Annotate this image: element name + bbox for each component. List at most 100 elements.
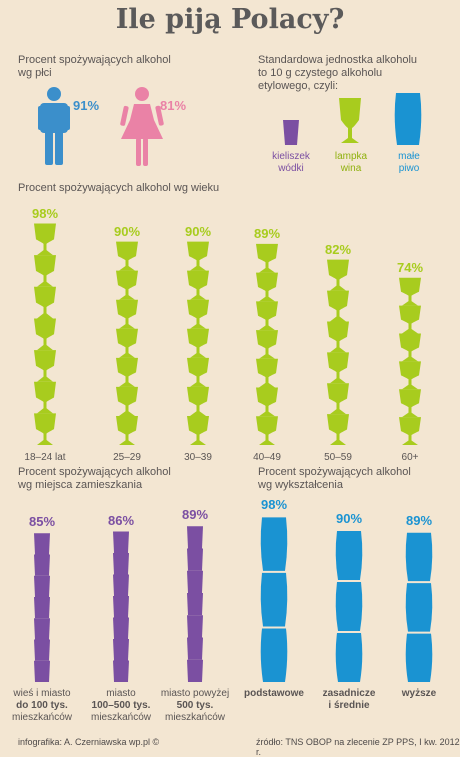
shot-glass-segment xyxy=(187,615,203,638)
page-title: Ile piją Polacy? xyxy=(115,4,345,35)
residence-category-label: mieszkańców xyxy=(11,712,73,723)
age-value-label: 89% xyxy=(253,225,281,241)
education-heading: Procent spożywających alkohol wg wykszta… xyxy=(258,466,411,492)
residence-category-label: do 100 tys. xyxy=(16,700,68,711)
chart-marks xyxy=(34,223,433,682)
shot-glass-segment xyxy=(113,639,129,661)
beer-glass-segment xyxy=(260,628,288,682)
unit-heading-line-1: Standardowa jednostka alkoholu xyxy=(258,54,418,66)
unit-label-beer-1: małe xyxy=(398,151,420,162)
unit-heading-line-2: to 10 g czystego alkoholu xyxy=(258,67,383,79)
male-percent: 91% xyxy=(73,98,100,113)
wine-glass-segment xyxy=(327,383,349,415)
beer-glass-segment xyxy=(335,531,363,580)
residence-value-label: 85% xyxy=(28,514,56,530)
male-figure-icon xyxy=(38,87,70,165)
wine-glass-segment xyxy=(187,386,209,416)
beer-glass-segment xyxy=(405,583,433,632)
shot-glass-segment xyxy=(34,597,50,619)
shot-glass-segment xyxy=(113,660,129,682)
unit-label-wine: lampka wina xyxy=(328,151,374,175)
education-value-label: 89% xyxy=(405,512,433,528)
shot-glass-segment xyxy=(34,554,50,576)
unit-label-shot-1: kieliszek xyxy=(272,151,310,162)
wine-glass-segment xyxy=(399,305,421,334)
wine-glass-segment xyxy=(116,328,138,358)
wine-glass-segment xyxy=(256,358,278,388)
beer-glass-segment xyxy=(335,633,363,682)
residence-category-label: miasto powyżej xyxy=(160,688,230,699)
residence-heading: Procent spożywających alkohol wg miejsca… xyxy=(18,466,171,492)
education-heading-line-2: wg wykształcenia xyxy=(258,479,343,491)
wine-glass-segment xyxy=(256,416,278,445)
wine-glass-icon xyxy=(339,98,361,143)
education-bar xyxy=(335,531,363,682)
wine-glass-segment xyxy=(327,290,349,322)
wine-glass-segment xyxy=(187,415,209,445)
wine-glass-segment xyxy=(34,381,56,414)
wine-glass-segment xyxy=(399,333,421,362)
shot-glass-segment xyxy=(187,659,203,682)
residence-category-label: 100–500 tys. xyxy=(91,700,151,711)
shot-glass-segment xyxy=(187,570,203,593)
age-bar xyxy=(256,243,278,445)
shot-glass-segment xyxy=(34,660,50,682)
residence-category-label: wieś i miasto xyxy=(13,688,71,699)
age-category-label: 50–59 xyxy=(324,452,352,463)
wine-glass-segment xyxy=(327,414,349,445)
wine-glass-segment xyxy=(399,389,421,418)
age-bar xyxy=(327,259,349,445)
age-category-label: 60+ xyxy=(401,452,419,463)
residence-bar xyxy=(34,533,50,682)
wine-glass-segment xyxy=(187,299,209,329)
wine-glass-segment xyxy=(116,270,138,300)
age-value-label: 74% xyxy=(396,259,424,275)
gender-heading-line-1: Procent spożywających alkohol xyxy=(18,54,171,66)
education-category-label: wyższe xyxy=(401,688,437,699)
beer-glass-segment xyxy=(405,633,433,682)
footer-credit: infografika: A. Czerniawska wp.pl © xyxy=(18,737,160,747)
wine-glass-segment xyxy=(256,301,278,331)
unit-label-wine-1: lampka xyxy=(334,151,368,162)
shot-glass-segment xyxy=(34,575,50,597)
unit-label-wine-2: wina xyxy=(340,163,362,174)
beer-glass-icon xyxy=(394,93,422,145)
education-value-label: 98% xyxy=(260,497,288,513)
shot-glass-segment xyxy=(113,553,129,575)
footer-source: źródło: TNS OBOP na zlecenie ZP PPS, I k… xyxy=(256,737,460,757)
wine-glass-segment xyxy=(34,318,56,351)
wine-glass-segment xyxy=(399,417,421,445)
wine-glass-segment xyxy=(34,350,56,382)
wine-glass-segment xyxy=(256,272,278,302)
wine-glass-segment xyxy=(327,259,349,291)
wine-glass-segment xyxy=(399,361,421,390)
unit-label-shot: kieliszek wódki xyxy=(268,151,314,175)
residence-heading-line-2: wg miejsca zamieszkania xyxy=(18,479,143,491)
age-value-label: 90% xyxy=(184,223,212,239)
shot-glass-segment xyxy=(187,526,203,549)
wine-glass-segment xyxy=(116,357,138,387)
shot-glass-segment xyxy=(113,574,129,596)
beer-glass-segment xyxy=(260,517,288,571)
age-category-label: 30–39 xyxy=(184,452,212,463)
wine-glass-segment xyxy=(399,277,421,306)
shot-glass-segment xyxy=(113,531,129,553)
residence-heading-line-1: Procent spożywających alkohol xyxy=(18,466,171,478)
gender-heading: Procent spożywających alkohol wg płci xyxy=(18,54,171,80)
education-category-label: podstawowe xyxy=(243,688,304,699)
residence-category-label: 500 tys. xyxy=(176,700,214,711)
age-category-label: 18–24 lat xyxy=(24,452,66,463)
shot-glass-segment xyxy=(113,617,129,639)
unit-heading-line-3: etylowego, czyli: xyxy=(258,80,339,92)
residence-value-label: 86% xyxy=(107,512,135,528)
age-bar xyxy=(116,241,138,445)
unit-label-shot-2: wódki xyxy=(278,163,304,174)
wine-glass-segment xyxy=(34,255,56,287)
age-value-label: 98% xyxy=(31,205,59,221)
shot-glass-segment xyxy=(113,596,129,618)
wine-glass-segment xyxy=(256,387,278,417)
beer-glass-segment xyxy=(260,572,288,627)
age-category-label: 25–29 xyxy=(113,452,141,463)
age-heading: Procent spożywających alkohol wg wieku xyxy=(18,182,220,194)
